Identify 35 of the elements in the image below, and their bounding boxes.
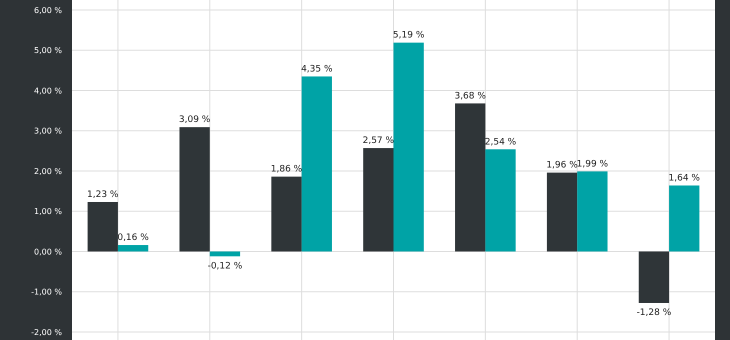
data-label: 1,96 % [546, 160, 578, 171]
bar [363, 148, 394, 252]
y-tick-label: 5,00 % [34, 46, 62, 56]
y-tick-label: 4,00 % [34, 86, 62, 96]
y-tick-label: 0,00 % [34, 247, 62, 256]
bar [179, 127, 210, 252]
y-tick-label: -2,00 % [31, 328, 62, 337]
data-label: 3,68 % [454, 91, 486, 102]
y-tick-label: 2,00 % [34, 166, 62, 176]
y-tick-label: 3,00 % [34, 126, 62, 136]
y-tick-label: -1,00 % [31, 288, 62, 297]
bar [394, 42, 424, 252]
data-label: 4,35 % [301, 64, 333, 74]
data-label: 3,09 % [178, 115, 211, 126]
bar [271, 176, 302, 252]
bar [485, 149, 516, 252]
bar [88, 202, 118, 252]
y-tick-label: 6,00 % [34, 6, 62, 15]
bar [638, 251, 670, 303]
data-label: 5,19 % [392, 30, 425, 41]
bar [118, 245, 148, 252]
data-label: 1,99 % [576, 159, 609, 170]
bar [210, 251, 240, 256]
data-label: 1,64 % [668, 173, 700, 184]
bar [302, 76, 332, 252]
data-label: -0,12 % [208, 261, 243, 272]
bar [455, 103, 486, 252]
bar [577, 171, 608, 252]
data-label: 2,57 % [362, 136, 395, 146]
data-label: 0,16 % [117, 233, 150, 244]
data-label: -1,28 % [636, 308, 672, 318]
data-label: 1,23 % [87, 190, 119, 200]
y-tick-label: 1,00 % [34, 207, 62, 216]
bar [669, 185, 700, 252]
bar [546, 172, 578, 252]
